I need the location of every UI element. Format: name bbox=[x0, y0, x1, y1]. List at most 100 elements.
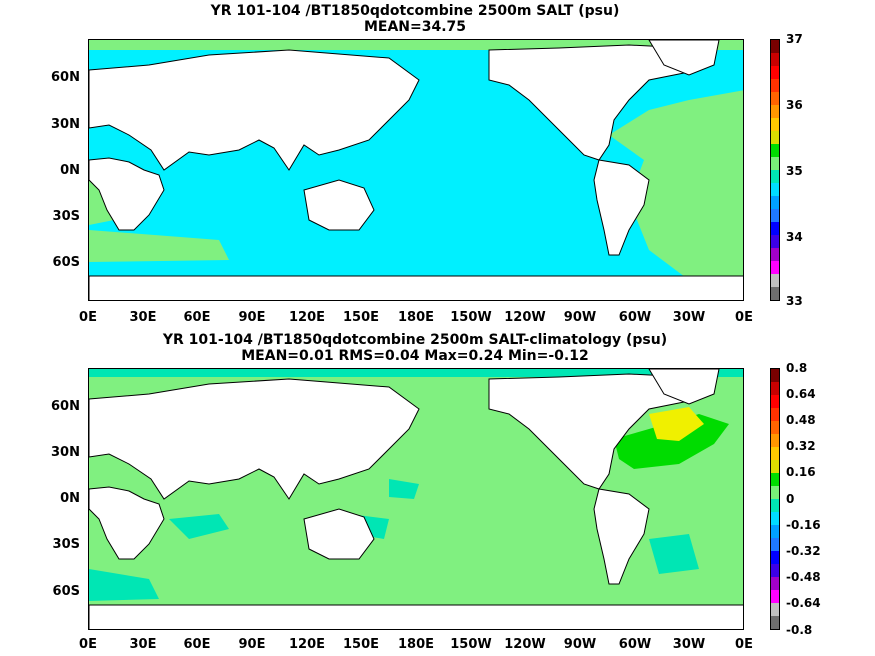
bottom-lon-label: 150W bbox=[450, 637, 492, 652]
colorbar-swatch bbox=[771, 460, 779, 473]
bottom-colorbar-label: -0.64 bbox=[786, 596, 821, 610]
top-atlantic-region bbox=[609, 90, 743, 280]
bottom-colorbar-label: 0 bbox=[786, 492, 795, 506]
top-colorbar bbox=[770, 39, 780, 301]
bottom-map bbox=[88, 368, 744, 630]
bottom-negative-patches bbox=[89, 369, 743, 601]
top-lon-label: 90W bbox=[563, 310, 597, 325]
top-colorbar-label: 35 bbox=[786, 164, 803, 178]
colorbar-swatch bbox=[771, 512, 779, 525]
bottom-land-africa bbox=[89, 486, 165, 560]
bottom-lon-label: 0E bbox=[735, 637, 753, 652]
bottom-colorbar-label: 0.16 bbox=[786, 465, 816, 479]
colorbar-swatch bbox=[771, 235, 779, 248]
colorbar-swatch bbox=[771, 170, 779, 183]
bottom-lat-label: 60S bbox=[52, 584, 80, 599]
colorbar-swatch bbox=[771, 131, 779, 144]
top-lat-label: 0N bbox=[60, 163, 80, 178]
bottom-lon-label: 150E bbox=[342, 637, 380, 652]
bottom-land-eurasia bbox=[89, 378, 420, 500]
colorbar-swatch bbox=[771, 369, 779, 382]
colorbar-swatch bbox=[771, 261, 779, 274]
top-lon-label: 30E bbox=[129, 310, 157, 325]
top-land-africa bbox=[89, 157, 165, 231]
bottom-title-line1: YR 101-104 /BT1850qdotcombine 2500m SALT… bbox=[162, 332, 668, 348]
top-land-greenland bbox=[648, 40, 720, 76]
bottom-land-south-america bbox=[593, 488, 650, 585]
bottom-lon-label: 120W bbox=[504, 637, 546, 652]
bottom-title-line2: MEAN=0.01 RMS=0.04 Max=0.24 Min=-0.12 bbox=[241, 348, 589, 364]
colorbar-swatch bbox=[771, 486, 779, 499]
colorbar-swatch bbox=[771, 603, 779, 616]
top-lon-label: 120E bbox=[288, 310, 326, 325]
bottom-natlantic-green bbox=[614, 414, 729, 469]
colorbar-swatch bbox=[771, 274, 779, 287]
colorbar-swatch bbox=[771, 105, 779, 118]
colorbar-swatch bbox=[771, 144, 779, 157]
bottom-lat-label: 60N bbox=[51, 399, 80, 414]
top-colorbar-label: 36 bbox=[786, 98, 803, 112]
top-lon-label: 0E bbox=[735, 310, 753, 325]
colorbar-swatch bbox=[771, 287, 779, 300]
bottom-colorbar-label: 0.32 bbox=[786, 439, 816, 453]
bottom-lon-label: 30E bbox=[129, 637, 157, 652]
colorbar-swatch bbox=[771, 157, 779, 170]
top-southern-band bbox=[89, 230, 229, 262]
bottom-colorbar-label: -0.16 bbox=[786, 518, 821, 532]
colorbar-swatch bbox=[771, 222, 779, 235]
top-lon-label: 0E bbox=[79, 310, 97, 325]
colorbar-swatch bbox=[771, 183, 779, 196]
bottom-lon-label: 90W bbox=[563, 637, 597, 652]
colorbar-swatch bbox=[771, 53, 779, 66]
bottom-colorbar bbox=[770, 368, 780, 630]
top-land-south-america bbox=[593, 159, 650, 256]
top-colorbar-label: 34 bbox=[786, 230, 803, 244]
colorbar-swatch bbox=[771, 616, 779, 629]
bottom-land-australia bbox=[303, 508, 375, 560]
top-title-line2: MEAN=34.75 bbox=[363, 19, 467, 35]
top-land-australia bbox=[303, 179, 375, 231]
colorbar-swatch bbox=[771, 92, 779, 105]
colorbar-swatch bbox=[771, 248, 779, 261]
top-lat-label: 30S bbox=[52, 209, 80, 224]
colorbar-swatch bbox=[771, 564, 779, 577]
bottom-colorbar-label: -0.48 bbox=[786, 570, 821, 584]
colorbar-swatch bbox=[771, 499, 779, 512]
colorbar-swatch bbox=[771, 538, 779, 551]
bottom-lon-label: 120E bbox=[288, 637, 326, 652]
bottom-colorbar-label: 0.8 bbox=[786, 361, 808, 375]
bottom-colorbar-label: 0.48 bbox=[786, 413, 816, 427]
top-map bbox=[88, 39, 744, 301]
bottom-colorbar-label: -0.32 bbox=[786, 544, 821, 558]
top-lat-label: 30N bbox=[51, 117, 80, 132]
colorbar-swatch bbox=[771, 66, 779, 79]
top-lat-label: 60N bbox=[51, 70, 80, 85]
bottom-natlantic-yellow bbox=[649, 407, 704, 441]
colorbar-swatch bbox=[771, 118, 779, 131]
bottom-lon-label: 0E bbox=[79, 637, 97, 652]
bottom-lon-label: 60E bbox=[183, 637, 211, 652]
colorbar-swatch bbox=[771, 434, 779, 447]
top-land-antarctica bbox=[89, 275, 743, 300]
colorbar-swatch bbox=[771, 40, 779, 53]
bottom-lon-label: 90E bbox=[238, 637, 266, 652]
colorbar-swatch bbox=[771, 525, 779, 538]
bottom-lon-label: 30W bbox=[672, 637, 706, 652]
bottom-lon-label: 180E bbox=[397, 637, 435, 652]
colorbar-swatch bbox=[771, 209, 779, 222]
colorbar-swatch bbox=[771, 196, 779, 209]
colorbar-swatch bbox=[771, 590, 779, 603]
top-lon-label: 60E bbox=[183, 310, 211, 325]
colorbar-swatch bbox=[771, 408, 779, 421]
colorbar-swatch bbox=[771, 551, 779, 564]
colorbar-swatch bbox=[771, 577, 779, 590]
colorbar-swatch bbox=[771, 79, 779, 92]
colorbar-swatch bbox=[771, 395, 779, 408]
top-colorbar-label: 37 bbox=[786, 32, 803, 46]
top-lon-label: 60W bbox=[618, 310, 652, 325]
bottom-lon-label: 60W bbox=[618, 637, 652, 652]
top-lon-label: 150E bbox=[342, 310, 380, 325]
top-lon-label: 30W bbox=[672, 310, 706, 325]
top-title-line1: YR 101-104 /BT1850qdotcombine 2500m SALT… bbox=[210, 3, 620, 19]
top-lon-label: 150W bbox=[450, 310, 492, 325]
